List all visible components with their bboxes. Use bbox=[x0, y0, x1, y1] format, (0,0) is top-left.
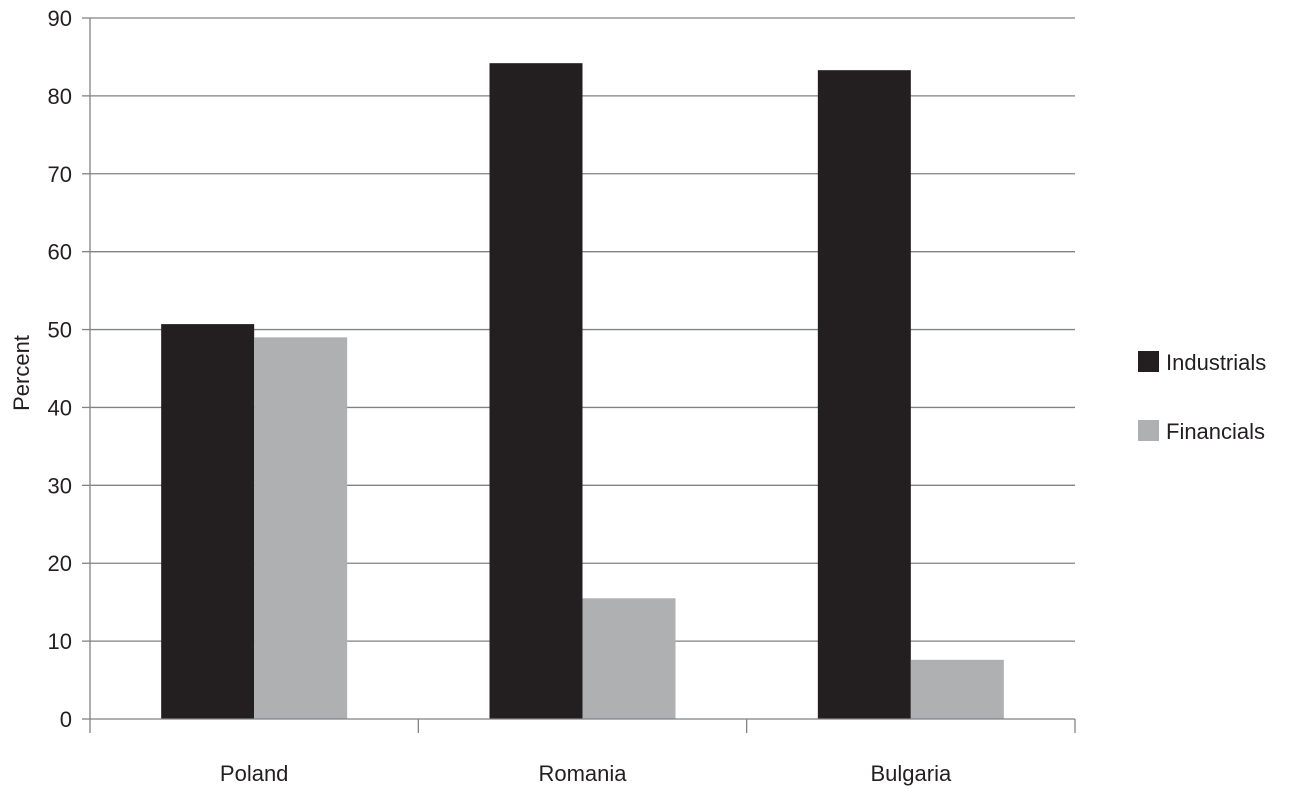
bar-financials-poland bbox=[254, 337, 348, 719]
legend-label-financials: Financials bbox=[1166, 419, 1265, 444]
x-tick-label: Poland bbox=[220, 761, 289, 786]
y-tick-label: 50 bbox=[48, 318, 72, 343]
legend-swatch-industrials bbox=[1138, 351, 1159, 372]
y-tick-label: 90 bbox=[48, 6, 72, 31]
bar-industrials-poland bbox=[161, 324, 255, 719]
legend-swatch-financials bbox=[1138, 420, 1159, 441]
y-tick-labels: 0 10 20 30 40 50 60 70 80 90 bbox=[48, 6, 72, 732]
bar-financials-romania bbox=[582, 598, 676, 719]
y-tick-label: 20 bbox=[48, 551, 72, 576]
y-axis-label: Percent bbox=[9, 335, 34, 411]
bar-financials-bulgaria bbox=[910, 659, 1004, 719]
y-tick-label: 60 bbox=[48, 240, 72, 265]
y-tick-label: 70 bbox=[48, 162, 72, 187]
axes bbox=[82, 17, 1076, 733]
x-tick-label: Romania bbox=[538, 761, 627, 786]
bar-industrials-romania bbox=[489, 63, 583, 720]
legend: Industrials Financials bbox=[1138, 350, 1266, 444]
y-tick-label: 10 bbox=[48, 629, 72, 654]
legend-label-industrials: Industrials bbox=[1166, 350, 1266, 375]
y-tick-label: 0 bbox=[60, 707, 72, 732]
bars bbox=[161, 63, 1004, 720]
x-tick-label: Bulgaria bbox=[870, 761, 951, 786]
y-tick-label: 80 bbox=[48, 84, 72, 109]
bar-industrials-bulgaria bbox=[817, 70, 911, 720]
y-tick-label: 30 bbox=[48, 473, 72, 498]
x-tick-labels: Poland Romania Bulgaria bbox=[220, 761, 952, 786]
y-tick-label: 40 bbox=[48, 395, 72, 420]
